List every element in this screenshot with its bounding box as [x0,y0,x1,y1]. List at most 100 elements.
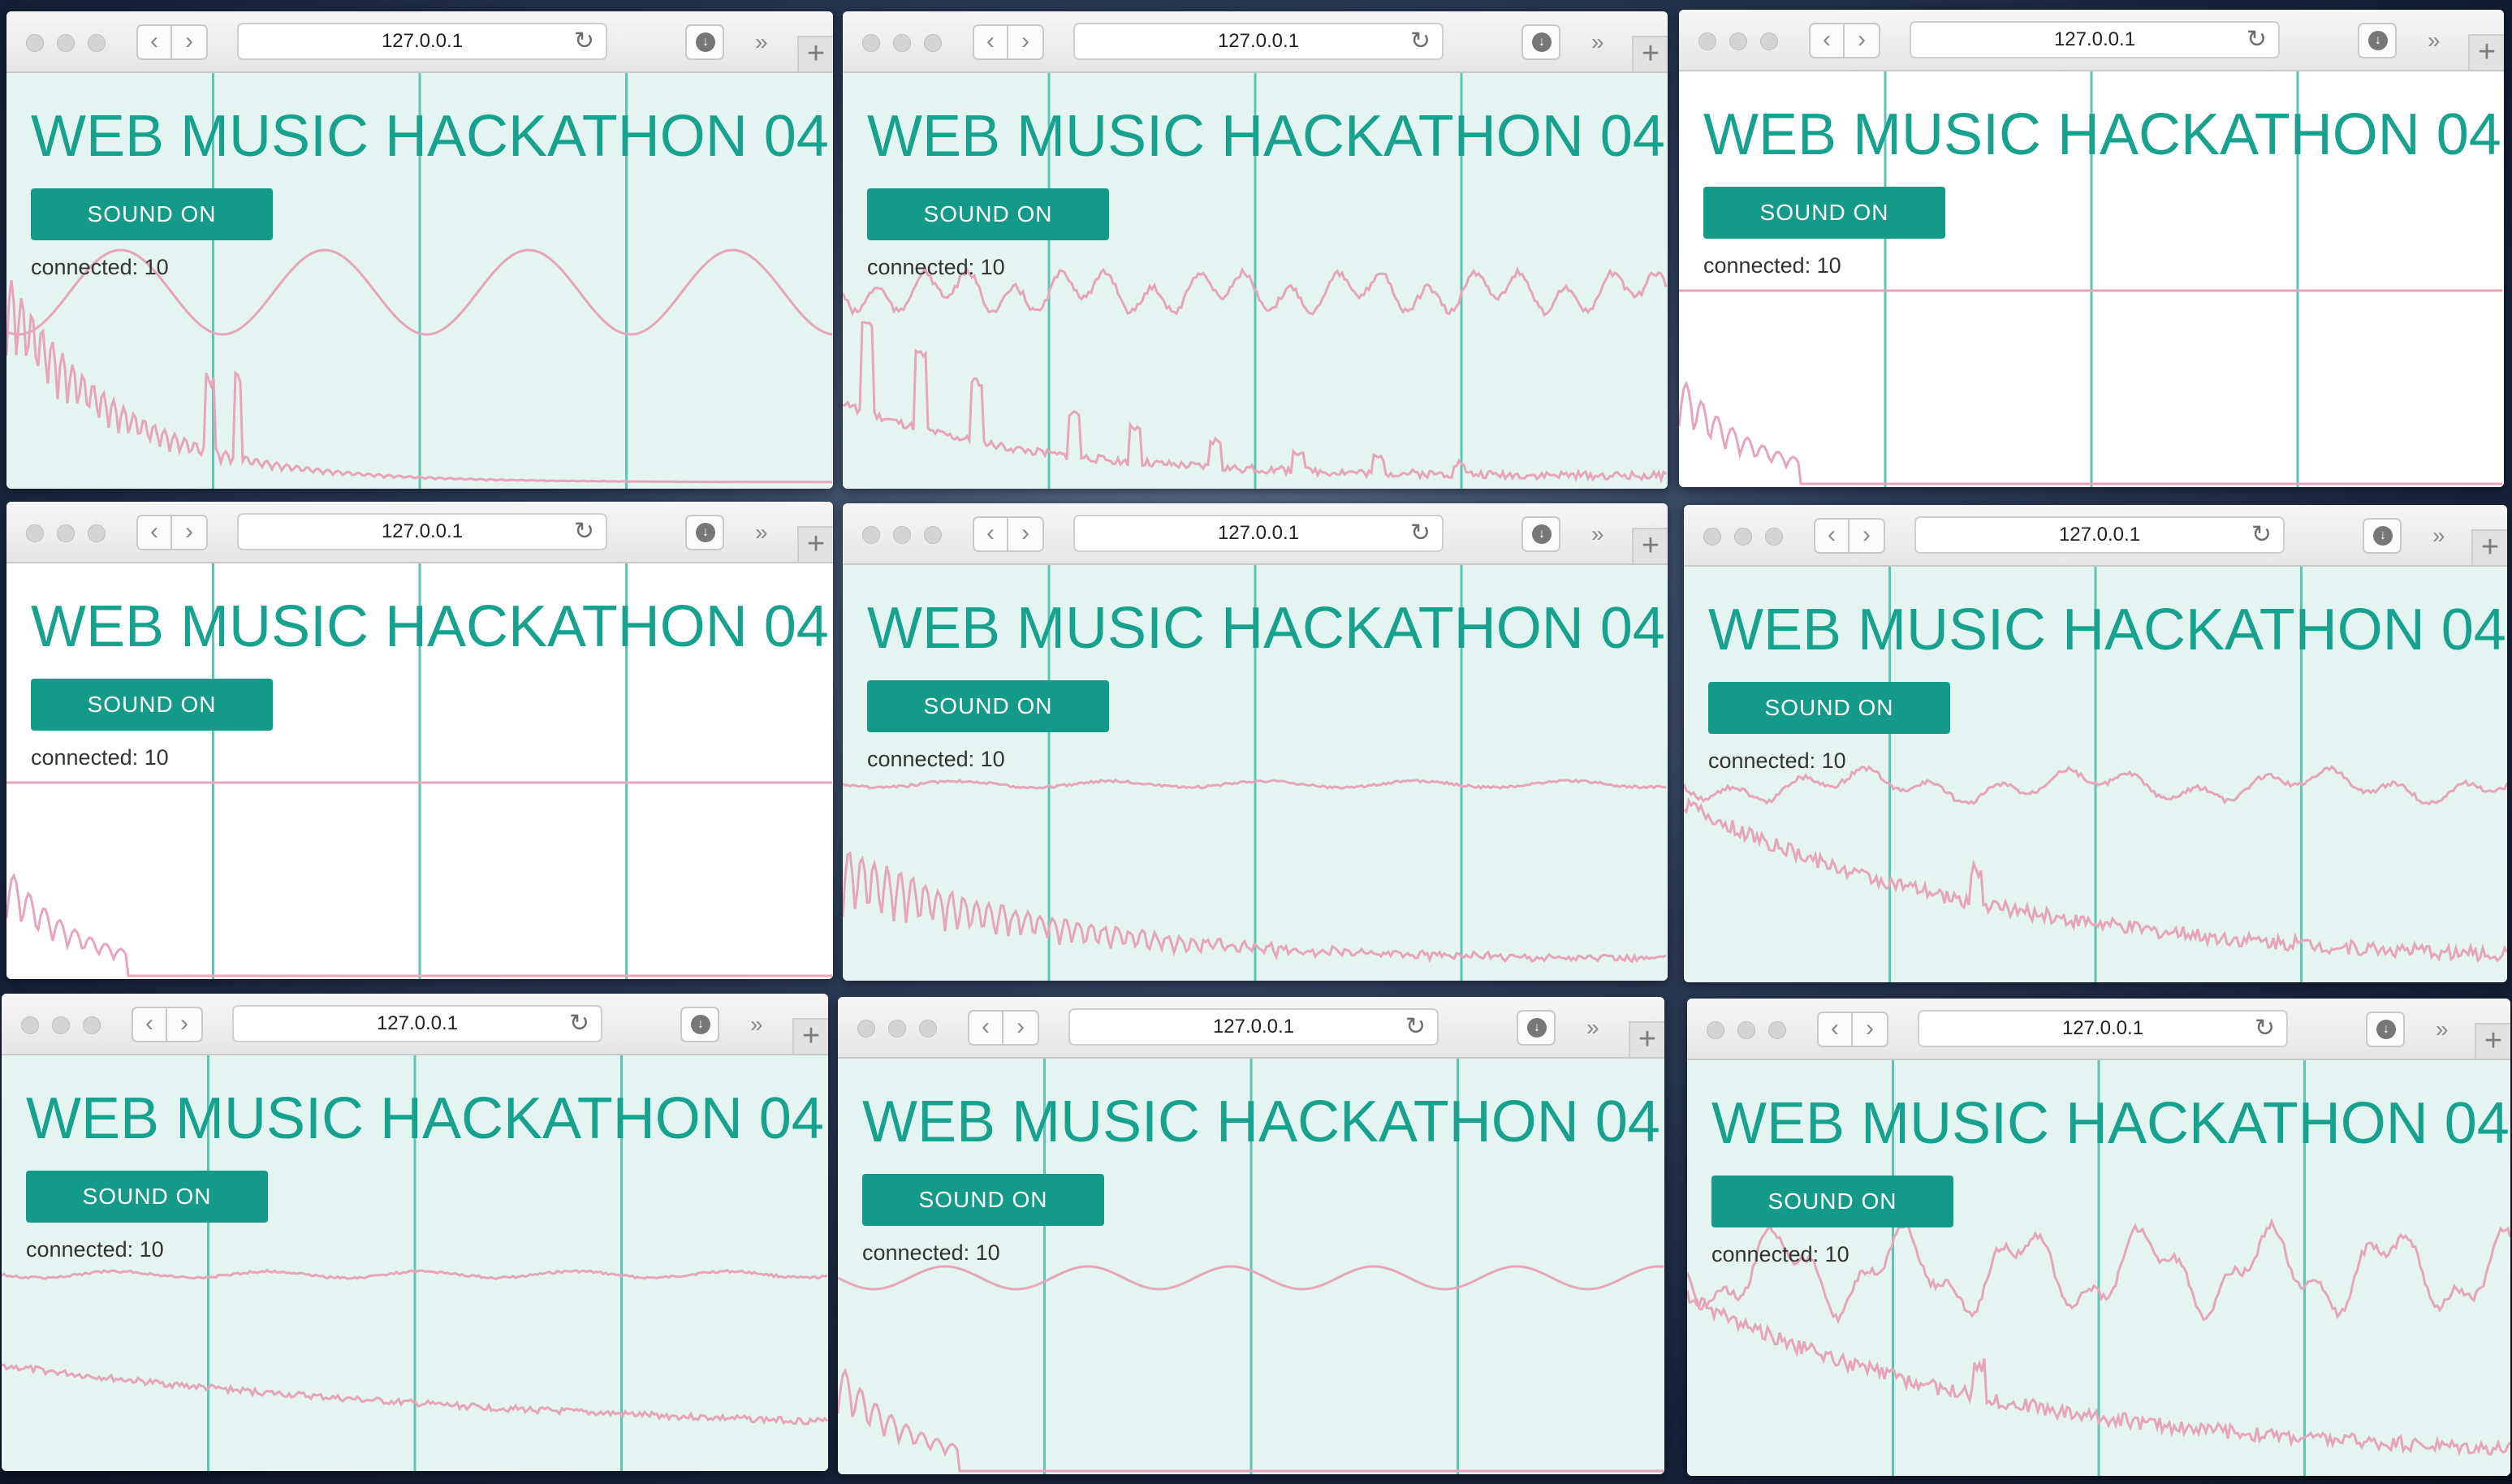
sound-on-button[interactable]: SOUND ON [867,680,1109,732]
double-chevron-icon[interactable]: » [755,29,767,54]
reload-icon[interactable]: ↻ [1409,520,1431,546]
minimize-window-icon[interactable] [52,1016,70,1034]
downloads-button[interactable]: ↓ [2366,1012,2405,1047]
close-window-icon[interactable] [1707,1021,1724,1039]
double-chevron-icon[interactable]: » [755,520,767,545]
reload-icon[interactable]: ↻ [1405,1013,1426,1040]
double-chevron-icon[interactable]: » [2436,1016,2448,1042]
minimize-window-icon[interactable] [57,34,75,52]
forward-button[interactable]: › [1853,1012,1888,1047]
reload-icon[interactable]: ↻ [2246,26,2267,53]
minimize-window-icon[interactable] [1737,1021,1755,1039]
back-button[interactable]: ‹ [973,24,1008,60]
close-window-icon[interactable] [26,34,44,52]
close-window-icon[interactable] [1698,32,1716,50]
minimize-window-icon[interactable] [888,1020,906,1038]
zoom-window-icon[interactable] [924,34,942,52]
new-tab-button[interactable]: + [1629,1021,1664,1057]
address-bar[interactable]: 127.0.0.1 ↻ [1073,23,1444,60]
close-window-icon[interactable] [862,34,880,52]
address-bar[interactable]: 127.0.0.1 ↻ [232,1005,602,1042]
zoom-window-icon[interactable] [83,1016,101,1034]
minimize-window-icon[interactable] [1729,32,1747,50]
reload-icon[interactable]: ↻ [1409,28,1431,54]
double-chevron-icon[interactable]: » [1586,1015,1599,1040]
zoom-window-icon[interactable] [924,526,942,544]
close-window-icon[interactable] [857,1020,875,1038]
forward-button[interactable]: › [172,24,208,60]
url-text: 127.0.0.1 [2053,28,2136,50]
new-tab-button[interactable]: + [2475,1023,2510,1059]
close-window-icon[interactable] [862,526,880,544]
zoom-window-icon[interactable] [88,34,106,52]
downloads-button[interactable]: ↓ [685,515,724,550]
back-button[interactable]: ‹ [1809,23,1845,58]
reload-icon[interactable]: ↻ [573,518,594,545]
sound-on-button[interactable]: SOUND ON [1711,1176,1953,1227]
double-chevron-icon[interactable]: » [1591,29,1603,54]
sound-on-button[interactable]: SOUND ON [1703,187,1945,239]
zoom-window-icon[interactable] [1765,528,1783,546]
forward-button[interactable]: › [1008,516,1044,552]
address-bar[interactable]: 127.0.0.1 ↻ [237,513,607,550]
address-bar[interactable]: 127.0.0.1 ↻ [1918,1010,2288,1047]
reload-icon[interactable]: ↻ [2254,1015,2275,1042]
downloads-button[interactable]: ↓ [2363,518,2402,554]
zoom-window-icon[interactable] [1768,1021,1786,1039]
forward-button[interactable]: › [1849,518,1885,554]
back-button[interactable]: ‹ [136,515,172,550]
double-chevron-icon[interactable]: » [1591,521,1603,546]
close-window-icon[interactable] [26,524,44,542]
downloads-button[interactable]: ↓ [685,24,724,60]
sound-on-button[interactable]: SOUND ON [1708,682,1950,734]
back-button[interactable]: ‹ [132,1007,167,1042]
close-window-icon[interactable] [1703,528,1721,546]
downloads-button[interactable]: ↓ [680,1007,719,1042]
minimize-window-icon[interactable] [893,526,911,544]
downloads-button[interactable]: ↓ [1517,1010,1556,1046]
sound-on-button[interactable]: SOUND ON [31,679,273,731]
forward-button[interactable]: › [167,1007,203,1042]
reload-icon[interactable]: ↻ [2251,521,2272,548]
double-chevron-icon[interactable]: » [2432,523,2445,548]
back-button[interactable]: ‹ [1817,1012,1853,1047]
back-button[interactable]: ‹ [973,516,1008,552]
zoom-window-icon[interactable] [1760,32,1778,50]
forward-button[interactable]: › [1845,23,1880,58]
new-tab-button[interactable]: + [797,526,833,562]
double-chevron-icon[interactable]: » [750,1012,762,1037]
address-bar[interactable]: 127.0.0.1 ↻ [237,23,607,60]
zoom-window-icon[interactable] [919,1020,937,1038]
downloads-button[interactable]: ↓ [2358,23,2397,58]
new-tab-button[interactable]: + [792,1018,828,1054]
new-tab-button[interactable]: + [2471,529,2507,565]
reload-icon[interactable]: ↻ [573,28,594,54]
address-bar[interactable]: 127.0.0.1 ↻ [1910,21,2280,58]
new-tab-button[interactable]: + [2468,34,2504,70]
minimize-window-icon[interactable] [893,34,911,52]
address-bar[interactable]: 127.0.0.1 ↻ [1073,515,1444,552]
forward-button[interactable]: › [172,515,208,550]
back-button[interactable]: ‹ [1814,518,1849,554]
new-tab-button[interactable]: + [1632,36,1668,71]
sound-on-button[interactable]: SOUND ON [867,188,1109,240]
minimize-window-icon[interactable] [57,524,75,542]
forward-button[interactable]: › [1008,24,1044,60]
back-button[interactable]: ‹ [136,24,172,60]
sound-on-button[interactable]: SOUND ON [31,188,273,240]
new-tab-button[interactable]: + [1632,528,1668,563]
downloads-button[interactable]: ↓ [1521,24,1560,60]
double-chevron-icon[interactable]: » [2428,28,2440,53]
reload-icon[interactable]: ↻ [568,1010,589,1037]
address-bar[interactable]: 127.0.0.1 ↻ [1914,516,2285,554]
sound-on-button[interactable]: SOUND ON [862,1174,1104,1226]
sound-on-button[interactable]: SOUND ON [26,1171,268,1223]
minimize-window-icon[interactable] [1734,528,1752,546]
forward-button[interactable]: › [1004,1010,1039,1046]
zoom-window-icon[interactable] [88,524,106,542]
close-window-icon[interactable] [21,1016,39,1034]
downloads-button[interactable]: ↓ [1521,516,1560,552]
new-tab-button[interactable]: + [797,36,833,71]
back-button[interactable]: ‹ [968,1010,1004,1046]
address-bar[interactable]: 127.0.0.1 ↻ [1068,1008,1439,1046]
